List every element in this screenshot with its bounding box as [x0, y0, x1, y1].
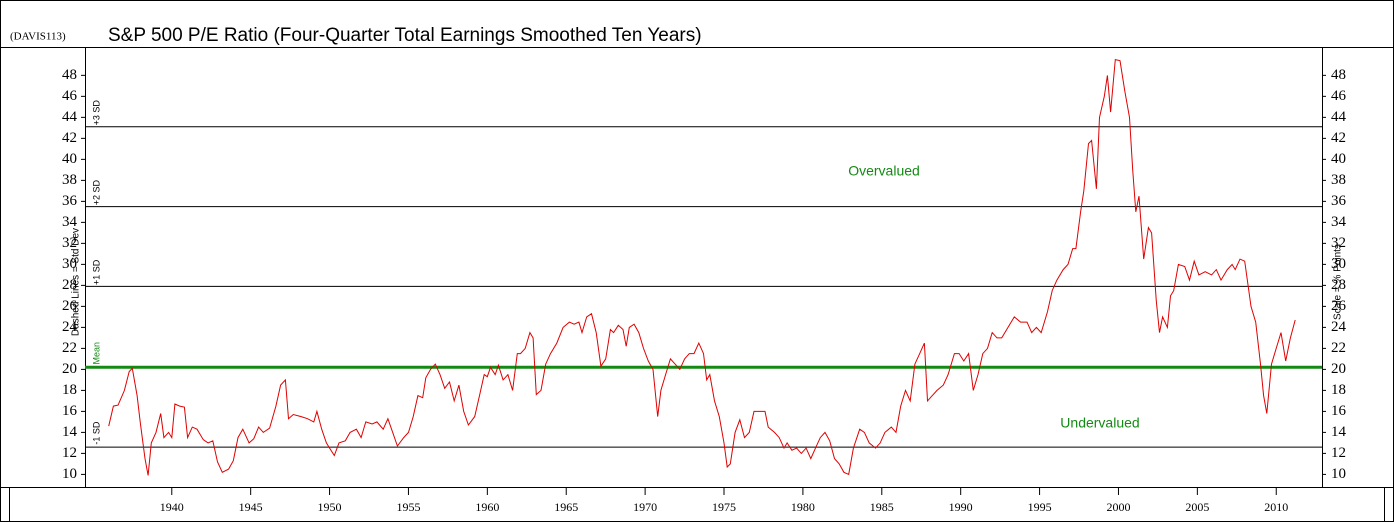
y-tick-label: 40: [62, 151, 77, 167]
y-tick-label: 32: [62, 235, 77, 251]
chart-title: S&P 500 P/E Ratio (Four-Quarter Total Ea…: [108, 25, 702, 46]
y-tick-label: 12: [1331, 445, 1346, 461]
y-tick-label: 32: [1331, 235, 1346, 251]
y-tick-label: 26: [1331, 298, 1347, 314]
y-tick-label: 16: [1331, 403, 1347, 419]
y-tick-label: 44: [1331, 109, 1347, 125]
y-tick-label: 22: [62, 340, 77, 356]
y-tick-label: 24: [1331, 319, 1347, 335]
x-tick-label: 1985: [870, 500, 894, 514]
reference-label: +1 SD: [91, 259, 101, 285]
y-axis-label: Scale = % Points: [1333, 244, 1344, 320]
y-tick-label: 28: [1331, 277, 1346, 293]
x-tick-label: 1955: [396, 500, 420, 514]
annotation: Overvalued: [848, 163, 920, 179]
y-tick-label: 46: [1331, 88, 1347, 104]
y-tick-label: 18: [1331, 382, 1346, 398]
y-tick-label: 40: [1331, 151, 1346, 167]
reference-label: -1 SD: [91, 421, 101, 445]
annotation: Undervalued: [1060, 415, 1139, 431]
x-tick-label: 1945: [239, 500, 263, 514]
y-tick-label: 26: [62, 298, 78, 314]
y-tick-label: 38: [1331, 172, 1346, 188]
y-tick-label: 46: [62, 88, 78, 104]
y-tick-label: 42: [1331, 130, 1346, 146]
y-tick-label: 28: [62, 277, 77, 293]
y-tick-label: 18: [62, 382, 77, 398]
reference-label: +3 SD: [91, 100, 101, 126]
y-axis-label: Dashed Lines = Std Dev: [71, 228, 82, 336]
x-tick-label: 2005: [1185, 500, 1209, 514]
x-tick-label: 1995: [1028, 500, 1052, 514]
y-tick-label: 30: [62, 256, 77, 272]
y-tick-label: 10: [62, 466, 77, 482]
y-tick-label: 48: [62, 67, 77, 83]
x-tick-label: 1970: [633, 500, 657, 514]
y-tick-label: 36: [1331, 193, 1347, 209]
reference-label: +2 SD: [91, 179, 101, 205]
data-line: [108, 58, 1296, 476]
y-tick-label: 44: [62, 109, 78, 125]
y-tick-label: 48: [1331, 67, 1346, 83]
y-tick-label: 42: [62, 130, 77, 146]
x-tick-label: 1965: [554, 500, 578, 514]
y-tick-label: 34: [1331, 214, 1347, 230]
y-tick-label: 14: [62, 424, 78, 440]
x-tick-label: 1950: [318, 500, 342, 514]
x-tick-label: 2000: [1106, 500, 1130, 514]
x-tick-label: 1960: [475, 500, 499, 514]
x-tick-label: 1975: [712, 500, 736, 514]
y-tick-label: 34: [62, 214, 78, 230]
y-tick-label: 38: [62, 172, 77, 188]
y-tick-label: 36: [62, 193, 78, 209]
x-tick-label: 1990: [949, 500, 973, 514]
y-tick-label: 16: [62, 403, 78, 419]
y-tick-label: 20: [1331, 361, 1346, 377]
y-tick-label: 14: [1331, 424, 1347, 440]
x-tick-label: 1980: [791, 500, 815, 514]
reference-label: Mean: [91, 342, 101, 365]
y-tick-label: 30: [1331, 256, 1346, 272]
x-tick-label: 2010: [1264, 500, 1288, 514]
x-tick-label: 1940: [160, 500, 184, 514]
y-tick-label: 12: [62, 445, 77, 461]
y-tick-label: 24: [62, 319, 78, 335]
chart-code: (DAVIS113): [10, 31, 66, 43]
y-tick-label: 22: [1331, 340, 1346, 356]
y-tick-label: 10: [1331, 466, 1346, 482]
y-tick-label: 20: [62, 361, 77, 377]
